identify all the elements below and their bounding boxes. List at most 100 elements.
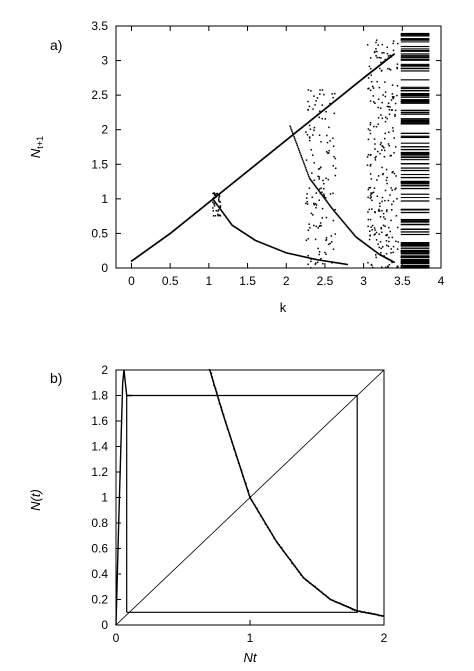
data-point [212,215,215,217]
data-point [394,102,397,105]
data-point [216,195,218,197]
data-point [387,245,390,248]
data-point [296,144,299,147]
data-point [381,209,383,212]
data-point [377,210,380,212]
data-point [314,238,317,241]
data-point [309,137,311,139]
curve-point [381,615,383,618]
data-point [271,246,273,248]
data-point [387,57,389,60]
data-point [381,246,384,248]
data-point [371,192,373,194]
data-point [295,142,298,145]
data-point [348,228,351,231]
data-point [329,261,332,263]
data-point [322,179,324,182]
data-point [244,233,247,235]
data-point [258,241,261,243]
data-point [216,204,219,206]
data-point [336,214,339,216]
chaos-band [400,251,430,253]
data-point [367,188,370,191]
curve-point [322,593,325,596]
x-tick-label-a: 0.5 [162,274,179,288]
data-point [318,189,320,192]
data-point [385,240,388,242]
data-point [325,199,327,201]
data-point [320,187,322,189]
data-point [386,46,389,49]
curve-point [338,602,341,605]
data-point [359,239,362,242]
data-point [378,246,381,249]
data-point [382,212,385,215]
data-point [394,188,396,191]
data-point [332,145,335,147]
data-point [314,258,316,261]
x-axis-label-a: k [280,300,287,315]
data-point [383,52,385,54]
data-point [344,263,346,265]
data-point [381,166,383,169]
curve-point [304,579,307,581]
data-point [313,203,315,206]
data-point [217,193,220,195]
data-point [222,213,225,215]
curve-point [256,507,258,510]
data-point [324,251,326,254]
data-point [394,115,396,117]
data-point [382,224,385,227]
data-point [392,251,394,254]
data-point [384,225,386,228]
chaos-band [400,181,430,183]
chaos-band [400,187,430,190]
data-point [384,199,386,202]
data-point [311,180,313,183]
x-tick-label-a: 2.5 [317,274,334,288]
data-point [249,236,251,238]
data-point [368,187,370,189]
data-point [378,210,381,212]
data-point [352,233,355,235]
data-point [224,215,227,218]
data-point [309,267,312,269]
data-point [392,130,395,132]
data-point [217,210,219,212]
data-point [370,193,373,195]
curve-point [297,570,300,573]
y-tick-label-b: 2 [101,363,108,377]
curve-point [231,441,233,443]
data-point [369,194,372,197]
data-point [328,260,331,263]
data-point [307,229,310,231]
data-point [376,150,379,153]
data-point [370,247,373,250]
data-point [384,218,386,220]
data-point [278,249,280,251]
data-point [367,138,370,141]
data-point [315,192,318,194]
chaos-band [400,120,430,123]
data-point [313,95,315,97]
data-point [221,211,224,213]
data-point [386,233,388,236]
data-point [319,89,321,91]
data-point [305,256,307,258]
data-point [397,241,399,243]
data-point [314,104,316,106]
data-point [339,262,341,265]
data-point [374,250,377,253]
data-point [304,167,307,169]
curve-point [349,606,352,609]
data-point [312,182,315,185]
data-point [388,109,391,111]
data-point [368,238,371,241]
data-point [218,195,221,198]
data-point [368,65,371,68]
data-point [362,241,365,244]
curve-point [264,523,267,525]
data-point [212,210,215,212]
data-point [310,179,312,181]
curve-point [245,482,247,485]
